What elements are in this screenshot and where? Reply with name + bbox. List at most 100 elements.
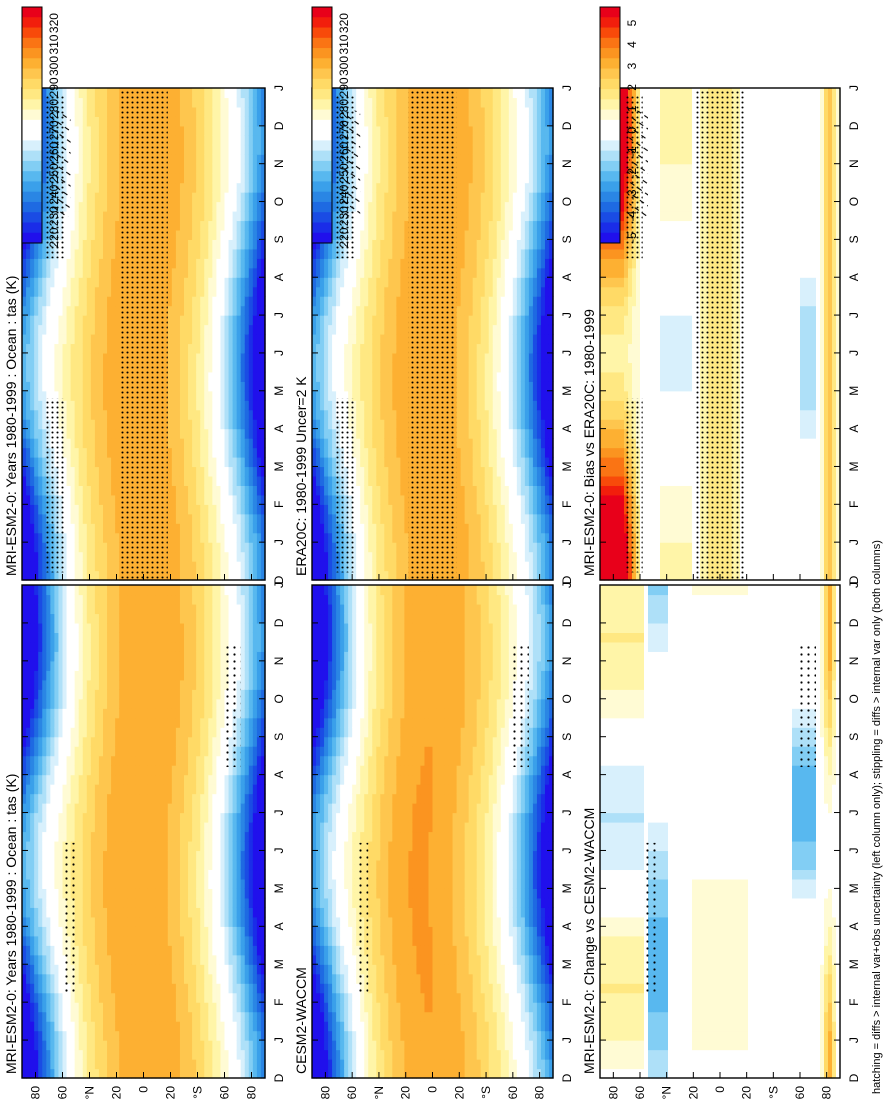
heatmap-cell: [38, 334, 43, 345]
heatmap-cell: [42, 305, 47, 316]
heatmap-cell: [127, 717, 132, 728]
heatmap-cell: [147, 622, 153, 633]
heatmap-cell: [50, 736, 55, 747]
heatmap-cell: [62, 258, 68, 269]
heatmap-cell: [147, 878, 153, 889]
heatmap-cell: [90, 727, 96, 738]
heatmap-cell: [139, 603, 145, 615]
heatmap-cell: [111, 475, 116, 486]
heatmap-cell: [224, 532, 230, 543]
heatmap-cell: [256, 447, 262, 458]
heatmap-cell: [256, 182, 262, 193]
heatmap-cell: [70, 1040, 76, 1051]
heatmap-cell: [111, 135, 116, 146]
heatmap-cell: [22, 390, 27, 401]
heatmap-cell: [34, 428, 39, 439]
heatmap-cell: [34, 1059, 39, 1070]
heatmap-cell: [252, 258, 258, 269]
heatmap-cell: [119, 822, 124, 833]
heatmap-cell: [70, 154, 76, 165]
heatmap-cell: [111, 315, 116, 326]
heatmap-cell: [107, 182, 112, 193]
heatmap-cell: [171, 362, 177, 373]
heatmap-cell: [167, 561, 173, 572]
heatmap-cell: [94, 641, 100, 652]
heatmap-cell: [74, 438, 80, 449]
heatmap-cell: [208, 334, 213, 345]
heatmap-cell: [127, 803, 132, 814]
heatmap-cell: [86, 182, 92, 193]
heatmap-cell: [256, 315, 262, 326]
heatmap-cell: [115, 660, 120, 671]
heatmap-cell: [167, 239, 173, 250]
heatmap-cell: [54, 1040, 60, 1051]
heatmap-cell: [228, 163, 234, 174]
heatmap-cell: [123, 585, 128, 596]
heatmap-cell: [22, 660, 27, 671]
heatmap-cell: [228, 551, 234, 562]
heatmap-cell: [175, 305, 181, 316]
heatmap-cell: [184, 267, 189, 278]
heatmap-cell: [143, 954, 149, 965]
heatmap-cell: [103, 755, 108, 766]
heatmap-cell: [90, 831, 96, 842]
heatmap-cell: [220, 277, 226, 288]
heatmap-cell: [78, 632, 84, 643]
heatmap-cell: [192, 258, 197, 269]
heatmap-cell: [220, 97, 226, 108]
heatmap-cell: [151, 850, 157, 861]
heatmap-cell: [135, 698, 141, 709]
heatmap-cell: [78, 945, 84, 956]
heatmap-cell: [111, 163, 116, 174]
heatmap-cell: [184, 135, 189, 146]
heatmap-cell: [151, 859, 157, 871]
heatmap-cell: [98, 390, 104, 401]
heatmap-cell: [244, 419, 250, 430]
heatmap-cell: [90, 954, 96, 965]
heatmap-cell: [248, 532, 254, 543]
heatmap-cell: [90, 926, 96, 937]
heatmap-cell: [111, 1068, 116, 1079]
heatmap-cell: [184, 561, 189, 572]
heatmap-cell: [252, 485, 258, 496]
heatmap-cell: [143, 660, 149, 671]
heatmap-cell: [103, 803, 108, 814]
heatmap-cell: [34, 670, 39, 681]
heatmap-cell: [34, 784, 39, 795]
heatmap-cell: [82, 1049, 88, 1060]
heatmap-cell: [26, 992, 31, 1003]
heatmap-cell: [66, 774, 72, 785]
heatmap-cell: [94, 466, 100, 477]
heatmap-cell: [115, 447, 120, 458]
heatmap-cell: [192, 88, 197, 99]
heatmap-cell: [54, 916, 60, 927]
heatmap-cell: [86, 1021, 92, 1032]
heatmap-cell: [256, 324, 262, 335]
heatmap-cell: [192, 343, 197, 354]
heatmap-cell: [192, 428, 197, 439]
heatmap-cell: [119, 840, 124, 852]
heatmap-cell: [135, 822, 141, 833]
heatmap-cell: [228, 457, 234, 468]
heatmap-cell: [54, 362, 60, 373]
heatmap-cell: [188, 371, 193, 382]
heatmap-cell: [74, 154, 80, 165]
heatmap-cell: [62, 277, 68, 288]
heatmap-cell: [188, 352, 193, 363]
heatmap-cell: [34, 622, 39, 633]
heatmap-cell: [248, 106, 254, 117]
heatmap-cell: [175, 116, 181, 127]
heatmap-cell: [135, 1059, 141, 1070]
heatmap-cell: [232, 504, 238, 515]
heatmap-cell: [147, 888, 153, 899]
heatmap-cell: [208, 201, 213, 212]
heatmap-cell: [184, 343, 189, 354]
heatmap-cell: [86, 154, 92, 165]
heatmap-cell: [98, 542, 104, 553]
heatmap-cell: [82, 485, 88, 496]
heatmap-cell: [212, 220, 217, 231]
heatmap-cell: [155, 1011, 161, 1022]
heatmap-cell: [171, 305, 177, 316]
heatmap-cell: [111, 334, 116, 345]
heatmap-cell: [179, 324, 185, 335]
